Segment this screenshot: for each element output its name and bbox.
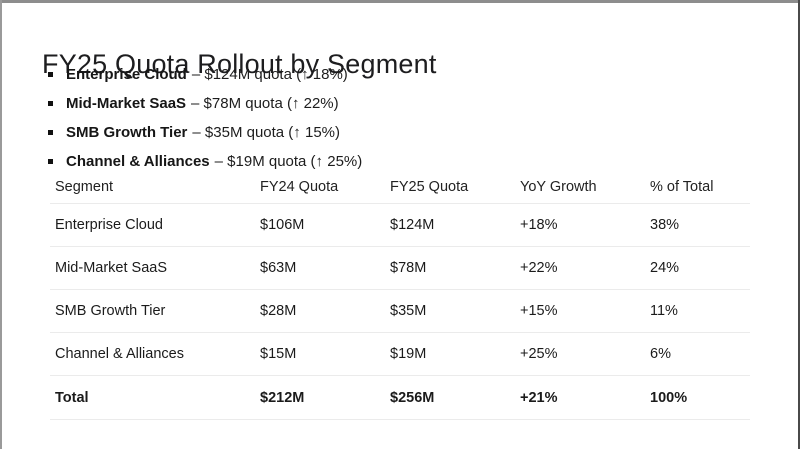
bullet-list: Enterprise Cloud – $124M quota (↑ 18%) M… (48, 60, 362, 176)
column-header-segment: Segment (55, 178, 114, 195)
table-cell-pct-total: 11% (650, 303, 678, 319)
bullet-square-icon (48, 130, 53, 135)
table-cell-segment: SMB Growth Tier (55, 303, 166, 319)
total-cell-fy24-quota: $212M (260, 389, 305, 406)
bullet-detail: – $35M quota (↑ 15%) (192, 124, 340, 141)
table-cell-pct-total: 6% (650, 346, 671, 362)
total-cell-pct-total: 100% (650, 389, 688, 406)
table-cell-yoy-growth: +22% (520, 260, 558, 276)
table-row: Channel & Alliances $15M $19M +25% 6% (50, 333, 750, 376)
total-cell-fy25-quota: $256M (390, 389, 435, 406)
column-header-fy24-quota: FY24 Quota (260, 178, 339, 195)
table-cell-fy25-quota: $124M (390, 217, 435, 233)
frame-top-edge (0, 0, 800, 3)
bullet-detail: – $19M quota (↑ 25%) (214, 153, 363, 170)
total-cell-label: Total (55, 389, 89, 406)
table-cell-yoy-growth: +25% (520, 346, 558, 362)
frame-right-edge (798, 0, 800, 449)
bullet-square-icon (48, 159, 53, 164)
table-header-row: Segment FY24 Quota FY25 Quota YoY Growth… (50, 170, 750, 204)
quota-table: Segment FY24 Quota FY25 Quota YoY Growth… (50, 170, 750, 420)
table-cell-fy25-quota: $78M (390, 260, 427, 276)
bullet-item: Channel & Alliances – $19M quota (↑ 25%) (48, 147, 362, 176)
table-cell-fy25-quota: $35M (390, 303, 427, 319)
table-cell-pct-total: 24% (650, 260, 680, 276)
table-total-row: Total $212M $256M +21% 100% (50, 376, 750, 420)
column-header-fy25-quota: FY25 Quota (390, 178, 469, 195)
table-row: Enterprise Cloud $106M $124M +18% 38% (50, 204, 750, 247)
bullet-detail: – $78M quota (↑ 22%) (191, 95, 339, 112)
bullet-item: SMB Growth Tier – $35M quota (↑ 15%) (48, 118, 362, 147)
table-cell-segment: Mid-Market SaaS (55, 260, 168, 276)
table-row: SMB Growth Tier $28M $35M +15% 11% (50, 290, 750, 333)
bullet-segment-name: Channel & Alliances (66, 153, 210, 170)
table-cell-fy24-quota: $63M (260, 260, 297, 276)
total-cell-yoy-growth: +21% (520, 389, 558, 406)
table-cell-fy24-quota: $15M (260, 346, 297, 362)
bullet-item: Mid-Market SaaS – $78M quota (↑ 22%) (48, 89, 362, 118)
bullet-square-icon (48, 101, 53, 106)
frame-left-edge (0, 0, 2, 449)
table-cell-yoy-growth: +18% (520, 217, 558, 233)
table-cell-fy25-quota: $19M (390, 346, 427, 362)
table-cell-segment: Channel & Alliances (55, 346, 184, 362)
table-cell-pct-total: 38% (650, 217, 680, 233)
bullet-item: Enterprise Cloud – $124M quota (↑ 18%) (48, 60, 362, 89)
table-cell-fy24-quota: $106M (260, 217, 305, 233)
table-cell-yoy-growth: +15% (520, 303, 558, 319)
bullet-square-icon (48, 72, 53, 77)
bullet-detail: – $124M quota (↑ 18%) (191, 66, 348, 83)
table-cell-segment: Enterprise Cloud (55, 217, 163, 233)
column-header-yoy-growth: YoY Growth (520, 178, 597, 195)
bullet-segment-name: Mid-Market SaaS (66, 95, 187, 112)
slide-title: FY25 Quota Rollout by Segment (42, 49, 437, 80)
bullet-segment-name: SMB Growth Tier (66, 124, 188, 141)
table-cell-fy24-quota: $28M (260, 303, 297, 319)
bullet-segment-name: Enterprise Cloud (66, 66, 187, 83)
column-header-pct-total: % of Total (650, 178, 714, 195)
table-row: Mid-Market SaaS $63M $78M +22% 24% (50, 247, 750, 290)
